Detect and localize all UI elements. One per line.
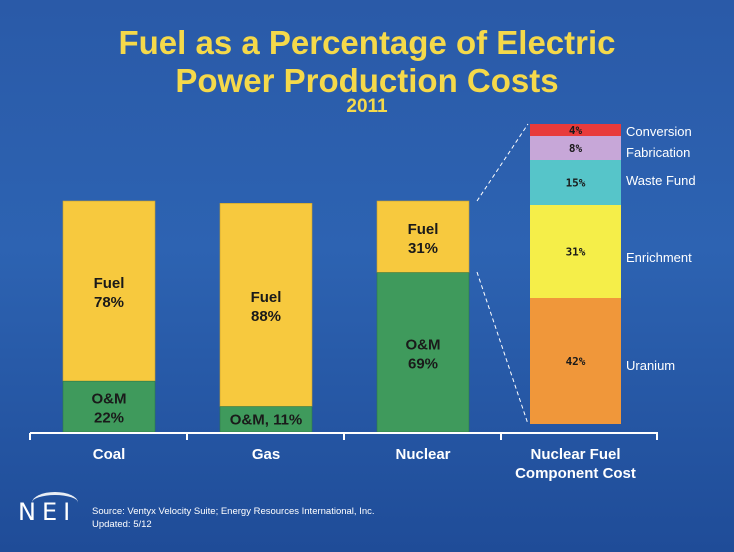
bar-fuel-coal bbox=[62, 200, 156, 382]
x-tick-label-nuclear-fuel-component-cost: Nuclear Fuel Component Cost bbox=[515, 446, 636, 482]
x-tick-label-coal: Coal bbox=[93, 446, 126, 463]
label-fuel-nuclear: Fuel 31% bbox=[408, 221, 439, 257]
updated-text: Updated: 5/12 bbox=[92, 519, 152, 530]
label-om-nuclear: O&M 69% bbox=[406, 336, 441, 372]
segment-label-conversion: 4% bbox=[569, 124, 583, 137]
label-fuel-gas: Fuel 88% bbox=[251, 289, 282, 325]
source-text: Source: Ventyx Velocity Suite; Energy Re… bbox=[92, 506, 375, 517]
chart-subtitle-year: 2011 bbox=[346, 96, 388, 117]
segment-conversion bbox=[530, 124, 621, 136]
x-tick-label-nuclear: Nuclear bbox=[395, 446, 450, 463]
source-note: Source: Ventyx Velocity Suite; Energy Re… bbox=[92, 505, 375, 531]
segment-label-fabrication: 8% bbox=[569, 142, 583, 155]
segment-label-uranium: 42% bbox=[566, 355, 586, 368]
legend-waste-fund: Waste Fund bbox=[626, 173, 696, 188]
label-om-coal: O&M 22% bbox=[92, 391, 127, 427]
connector-line-bottom bbox=[476, 271, 529, 425]
legend-uranium: Uranium bbox=[626, 358, 675, 373]
bar-om-coal bbox=[62, 380, 156, 433]
x-tick-label-gas: Gas bbox=[252, 446, 280, 463]
segment-label-enrichment: 31% bbox=[566, 246, 586, 259]
bar-fuel-nuclear bbox=[376, 200, 470, 273]
bar-fuel-gas bbox=[219, 203, 313, 407]
connector-line-top bbox=[476, 123, 529, 202]
segment-waste-fund bbox=[530, 160, 621, 205]
legend-conversion: Conversion bbox=[626, 124, 692, 139]
segment-label-waste-fund: 15% bbox=[566, 177, 586, 190]
logo-arc-icon bbox=[32, 492, 78, 513]
nei-logo: NEI bbox=[18, 492, 78, 526]
segment-uranium bbox=[530, 298, 621, 424]
legend-enrichment: Enrichment bbox=[626, 250, 692, 265]
chart-title-line-1: Fuel as a Percentage of Electric bbox=[118, 24, 616, 61]
segment-fabrication bbox=[530, 136, 621, 160]
label-om-gas: O&M, 11% bbox=[230, 411, 303, 428]
segment-enrichment bbox=[530, 205, 621, 298]
label-fuel-coal: Fuel 78% bbox=[94, 275, 125, 311]
bar-om-nuclear bbox=[376, 272, 470, 433]
chart-title-line-2: Power Production Costs bbox=[175, 62, 559, 99]
bar-om-gas bbox=[219, 406, 313, 433]
legend-fabrication: Fabrication bbox=[626, 145, 690, 160]
